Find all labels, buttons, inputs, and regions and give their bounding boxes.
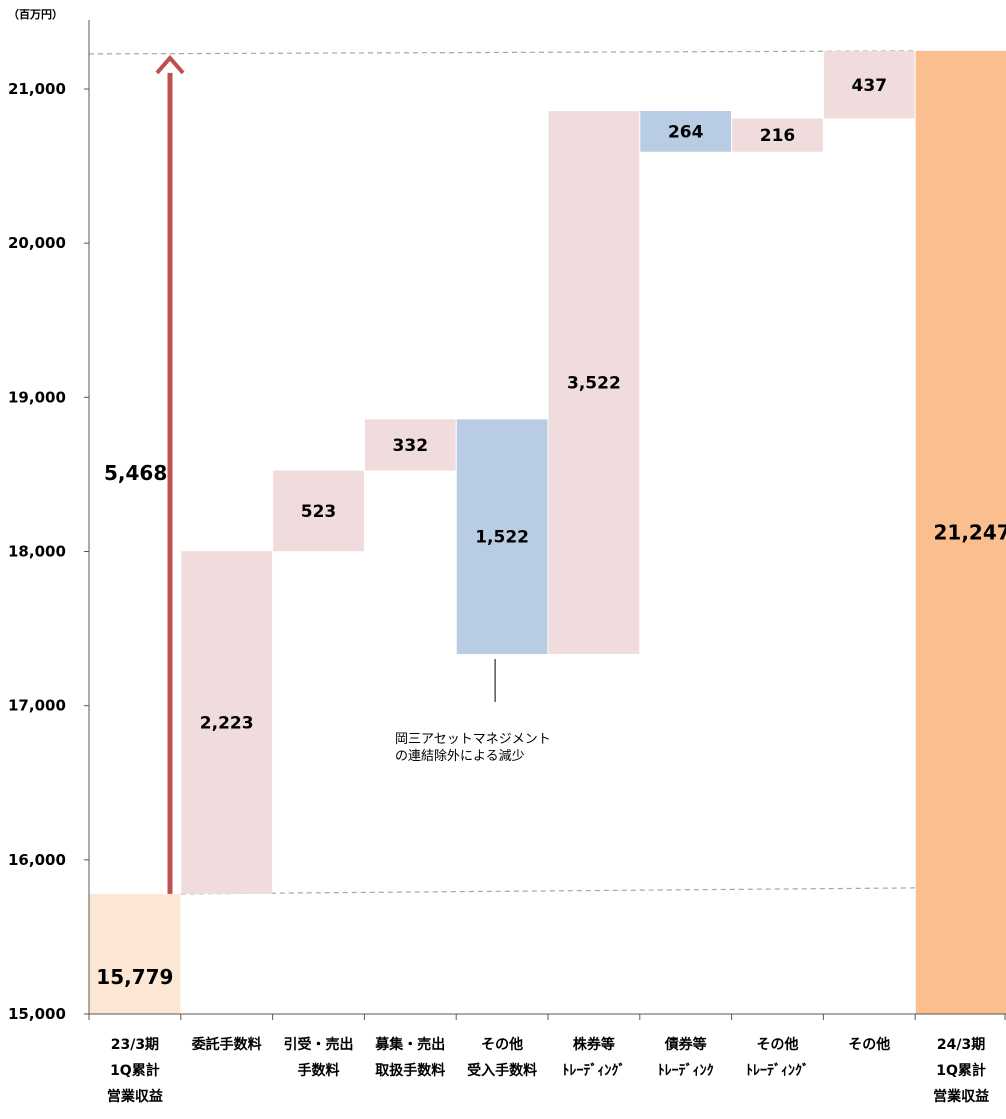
bar-3 <box>364 419 456 471</box>
y-tick-label-5: 20,000 <box>8 234 66 252</box>
x-category-label-2-0: 引受・売出 <box>284 1036 354 1053</box>
x-category-label-2-1: 手数料 <box>298 1062 340 1079</box>
x-category-label-1-0: 委託手数料 <box>191 1036 262 1053</box>
x-category-label-9-2: 営業収益 <box>933 1088 989 1105</box>
bar-7 <box>732 118 823 152</box>
y-tick-label-0: 15,000 <box>8 1005 66 1023</box>
x-category-label-0-1: 1Q累計 <box>110 1062 160 1079</box>
guide-line-end <box>88 50 916 55</box>
x-category-label-4-1: 受入手数料 <box>467 1062 537 1079</box>
x-category-label-5-0: 株券等 <box>573 1036 615 1053</box>
x-category-label-7-1: ﾄﾚｰﾃﾞｨﾝｸﾞ <box>746 1062 809 1079</box>
x-category-label-7-0: その他 <box>757 1036 799 1053</box>
x-category-label-3-1: 取扱手数料 <box>375 1062 445 1079</box>
y-tick-label-6: 21,000 <box>8 80 66 98</box>
data-label-8: 437 <box>852 76 888 96</box>
x-category-label-9-1: 1Q累計 <box>936 1062 986 1079</box>
data-label-7: 216 <box>760 126 796 146</box>
bar-9 <box>915 50 1006 1014</box>
guide-line-start <box>180 887 916 895</box>
x-category-label-0-2: 営業収益 <box>107 1088 163 1105</box>
annotation-text-1: の連結除外による減少 <box>395 748 525 764</box>
x-category-label-4-0: その他 <box>481 1036 523 1053</box>
bar-6 <box>640 111 732 152</box>
bar-4 <box>456 419 548 655</box>
data-label-0: 15,779 <box>96 965 173 989</box>
x-category-label-6-1: ﾄﾚｰﾃﾞｨﾝｸ <box>658 1062 714 1079</box>
total-change-label: 5,468 <box>104 461 167 485</box>
bar-2 <box>273 470 364 552</box>
bar-8 <box>823 51 915 119</box>
y-tick-label-3: 18,000 <box>8 543 66 561</box>
bar-5 <box>548 111 640 655</box>
y-tick-label-4: 19,000 <box>8 388 66 406</box>
x-category-label-8-0: その他 <box>848 1036 890 1053</box>
y-tick-label-2: 17,000 <box>8 697 66 715</box>
x-category-label-9-0: 24/3期 <box>937 1037 985 1053</box>
annotation-text-0: 岡三アセットマネジメント <box>395 732 551 747</box>
x-category-label-3-0: 募集・売出 <box>374 1036 445 1053</box>
x-category-label-5-1: ﾄﾚｰﾃﾞｨﾝｸﾞ <box>562 1062 625 1079</box>
y-tick-label-1: 16,000 <box>8 851 66 869</box>
data-label-9: 21,247 <box>934 520 1006 544</box>
unit-label: （百万円） <box>8 8 63 21</box>
data-label-6: 264 <box>668 122 704 142</box>
data-label-2: 523 <box>301 502 337 522</box>
data-label-3: 332 <box>393 436 429 456</box>
bar-0 <box>89 893 181 1014</box>
data-label-1: 2,223 <box>200 714 254 734</box>
bar-1 <box>181 551 273 894</box>
data-label-4: 1,522 <box>475 528 529 548</box>
x-category-label-0-0: 23/3期 <box>111 1037 159 1053</box>
data-label-5: 3,522 <box>567 374 621 394</box>
total-change-arrow-head <box>155 54 185 75</box>
x-category-label-6-0: 債券等 <box>664 1036 707 1053</box>
